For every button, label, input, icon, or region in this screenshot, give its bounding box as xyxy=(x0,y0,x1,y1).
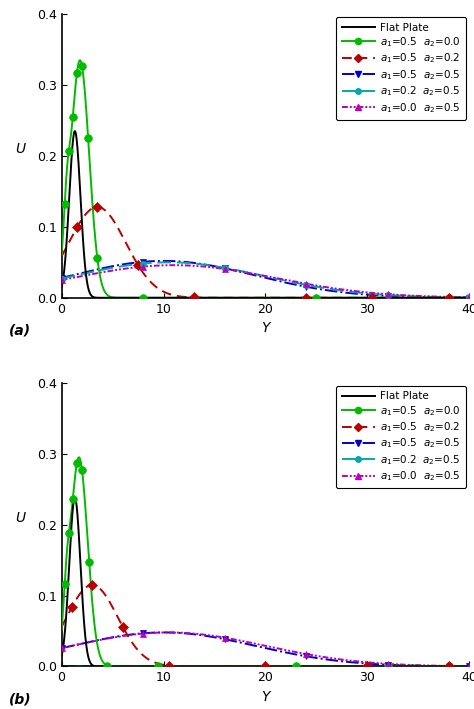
Y-axis label: U: U xyxy=(15,510,25,525)
Legend: Flat Plate, $a_1$=0.5  $a_2$=0.0, $a_1$=0.5  $a_2$=0.2, $a_1$=0.5  $a_2$=0.5, $a: Flat Plate, $a_1$=0.5 $a_2$=0.0, $a_1$=0… xyxy=(337,17,466,120)
Y-axis label: U: U xyxy=(15,142,25,156)
X-axis label: Y: Y xyxy=(261,321,270,335)
X-axis label: Y: Y xyxy=(261,690,270,704)
Legend: Flat Plate, $a_1$=0.5  $a_2$=0.0, $a_1$=0.5  $a_2$=0.2, $a_1$=0.5  $a_2$=0.5, $a: Flat Plate, $a_1$=0.5 $a_2$=0.0, $a_1$=0… xyxy=(337,386,466,489)
Text: (b): (b) xyxy=(9,692,31,706)
Text: (a): (a) xyxy=(9,323,31,337)
